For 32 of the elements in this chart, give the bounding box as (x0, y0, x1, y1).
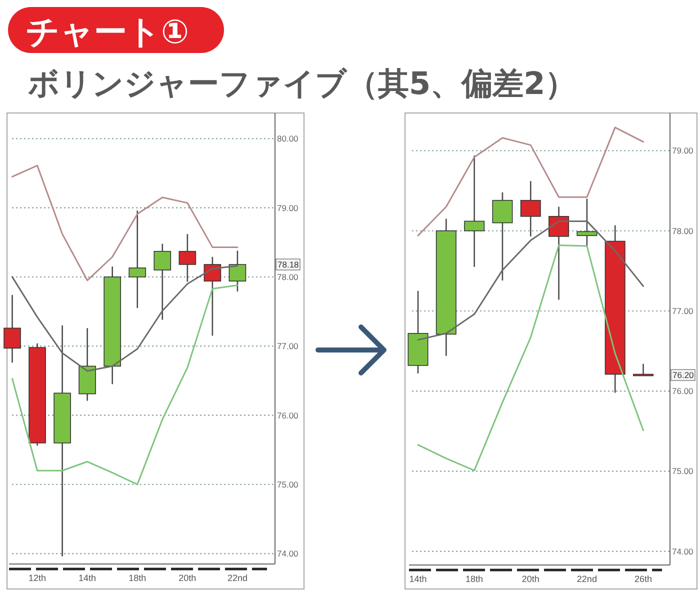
y-tick-label: 74.00 (672, 546, 694, 556)
chart-title: チャート① (26, 12, 189, 51)
y-tick-label: 77.00 (277, 341, 299, 352)
x-tick-label: 18th (128, 573, 146, 583)
y-tick-label: 76.00 (277, 410, 299, 420)
x-tick-label: 14th (409, 574, 427, 584)
title: チャート① (8, 7, 224, 53)
y-tick-label: 79.00 (277, 202, 299, 213)
x-tick-label: 22nd (576, 574, 597, 584)
line-series (12, 164, 238, 282)
chart-subtitle: ボリンジャーファイブ（其5、偏差2） (28, 66, 576, 102)
y-tick-label: 79.00 (672, 146, 694, 156)
y-tick-label: 74.00 (277, 548, 299, 559)
y-tick-label: 80.00 (277, 134, 299, 144)
x-tick-label: 26th (634, 574, 652, 584)
price-tag: 76.20 (670, 369, 696, 381)
line-series (417, 244, 644, 472)
x-tick-label: 18th (466, 574, 484, 584)
price-tag: 78.18 (276, 258, 300, 270)
x-tick-label: 14th (78, 573, 96, 583)
y-tick-label: 75.00 (277, 479, 299, 490)
y-tick-label: 75.00 (672, 466, 694, 476)
y-tick-label: 76.00 (672, 386, 694, 396)
line-series (417, 126, 644, 236)
y-tick-label: 78.00 (277, 272, 299, 282)
line-series (12, 284, 238, 486)
x-tick-label: 22nd (227, 573, 248, 583)
x-tick-label: 12th (28, 573, 46, 583)
x-tick-label: 20th (522, 574, 540, 584)
y-tick-label: 77.00 (672, 306, 694, 316)
x-tick-label: 20th (178, 573, 196, 583)
y-tick-label: 78.00 (672, 226, 694, 236)
